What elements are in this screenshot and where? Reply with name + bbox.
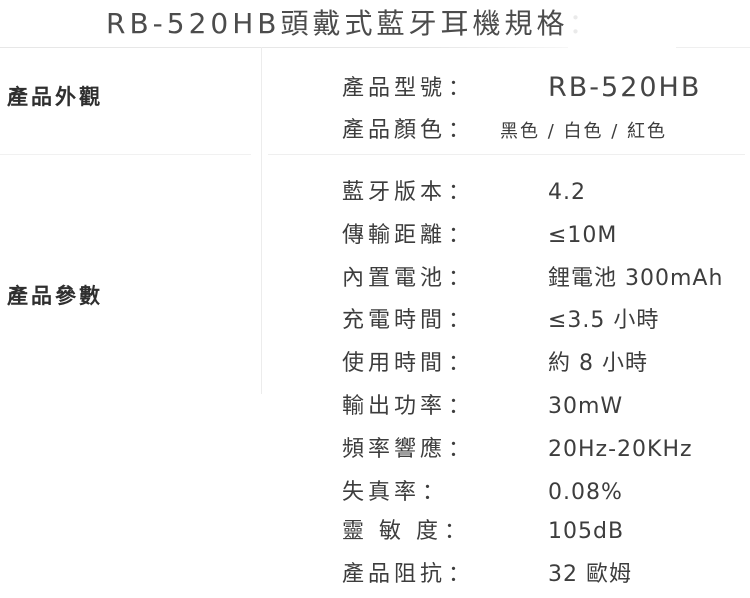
- spec-label-text: 失真率: [342, 480, 421, 505]
- spec-row-impedance: 產品阻抗： 32 歐姆: [0, 562, 750, 590]
- spec-label-text: 產品顏色: [342, 118, 447, 143]
- spec-label: 產品型號：: [342, 76, 470, 102]
- spec-value: 4.2: [548, 180, 586, 205]
- spec-row-output-power: 輸出功率： 30mW: [0, 394, 750, 422]
- spec-colon: ：: [448, 562, 471, 587]
- divider-mid-right: [268, 154, 745, 155]
- spec-label: 頻率響應：: [342, 437, 470, 463]
- page-title-text: RB-520HB頭戴式藍牙耳機規格: [106, 7, 569, 40]
- spec-value: 20Hz-20KHz: [548, 437, 693, 462]
- spec-label: 產品阻抗：: [342, 562, 470, 588]
- spec-label-text: 靈 敏 度: [342, 519, 442, 544]
- spec-colon: ：: [448, 437, 471, 462]
- spec-row-distance: 傳輸距離： ≤10M: [0, 223, 750, 251]
- spec-colon: ：: [448, 351, 471, 376]
- spec-value: 105dB: [548, 519, 625, 544]
- page-title-faint-colon: ：: [568, 7, 601, 40]
- spec-row-color: 產品顏色： 黑色 / 白色 / 紅色: [0, 118, 750, 146]
- spec-label: 傳輸距離：: [342, 223, 470, 249]
- spec-row-sensitivity: 靈 敏 度： 105dB: [0, 519, 750, 547]
- section-label-appearance: 產品外觀: [7, 85, 103, 109]
- spec-value: ≤10M: [548, 223, 618, 248]
- spec-label-text: 產品型號: [342, 76, 447, 101]
- divider-top-left: [0, 47, 568, 48]
- spec-row-model: 產品型號： RB-520HB: [0, 72, 750, 104]
- spec-row-usage-time: 使用時間： 約 8 小時: [0, 351, 750, 379]
- spec-row-frequency: 頻率響應： 20Hz-20KHz: [0, 437, 750, 465]
- spec-value: 鋰電池 300mAh: [548, 266, 724, 291]
- spec-colon: ：: [444, 519, 467, 544]
- spec-value: 32 歐姆: [548, 562, 632, 587]
- spec-label: 靈 敏 度：: [342, 519, 466, 545]
- section-label-parameters: 產品參數: [7, 284, 103, 308]
- spec-row-battery: 內置電池： 鋰電池 300mAh: [0, 266, 750, 294]
- spec-label: 使用時間：: [342, 351, 470, 377]
- divider-vertical: [261, 47, 262, 394]
- spec-colon: ：: [448, 266, 471, 291]
- page-title: RB-520HB頭戴式藍牙耳機規格：: [106, 6, 601, 42]
- spec-row-bt-version: 藍牙版本： 4.2: [0, 180, 750, 208]
- spec-colon: ：: [448, 118, 471, 143]
- spec-label-text: 內置電池: [342, 266, 447, 291]
- spec-value: 0.08%: [548, 480, 623, 505]
- spec-row-charge-time: 充電時間： ≤3.5 小時: [0, 308, 750, 336]
- spec-label: 失真率：: [342, 480, 444, 506]
- spec-colon: ：: [448, 223, 471, 248]
- spec-label: 產品顏色：: [342, 118, 470, 144]
- spec-value: RB-520HB: [548, 72, 702, 103]
- spec-value: 黑色 / 白色 / 紅色: [500, 121, 668, 142]
- spec-colon: ：: [448, 180, 471, 205]
- spec-label-text: 輸出功率: [342, 394, 447, 419]
- spec-value: 約 8 小時: [548, 351, 648, 376]
- spec-label-text: 產品阻抗: [342, 562, 447, 587]
- spec-colon: ：: [422, 480, 445, 505]
- spec-label: 輸出功率：: [342, 394, 470, 420]
- spec-value: ≤3.5 小時: [548, 308, 660, 333]
- divider-top-right: [676, 47, 750, 48]
- spec-label-text: 頻率響應: [342, 437, 447, 462]
- spec-label: 藍牙版本：: [342, 180, 470, 206]
- spec-label: 充電時間：: [342, 308, 470, 334]
- spec-colon: ：: [448, 394, 471, 419]
- spec-row-distortion: 失真率： 0.08%: [0, 480, 750, 508]
- spec-label-text: 使用時間: [342, 351, 447, 376]
- spec-label-text: 充電時間: [342, 308, 447, 333]
- spec-label: 內置電池：: [342, 266, 470, 292]
- spec-colon: ：: [448, 308, 471, 333]
- spec-label-text: 藍牙版本: [342, 180, 447, 205]
- spec-colon: ：: [448, 76, 471, 101]
- divider-mid-left: [0, 154, 251, 155]
- spec-value: 30mW: [548, 394, 624, 419]
- spec-label-text: 傳輸距離: [342, 223, 447, 248]
